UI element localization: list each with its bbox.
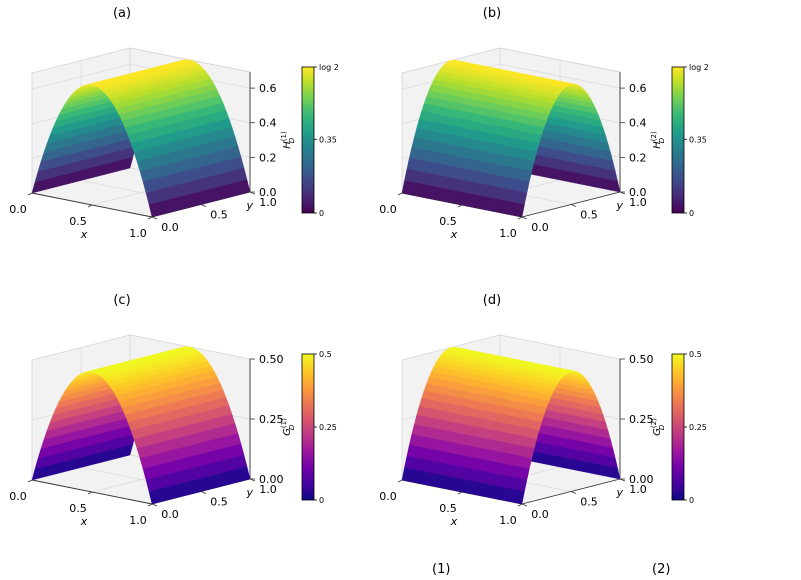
z-tick-label: 0.0 [629,186,647,199]
y-tick [200,204,207,207]
x-tick-label: 0.5 [69,502,87,515]
colorbar-tick-label: 0.35 [319,135,337,144]
x-tick [87,204,93,208]
panel-title: (a) [113,6,131,21]
y-tick [570,204,577,207]
x-axis-label: x [80,515,88,528]
colorbar-label: H(2)D [650,131,666,149]
y-tick [151,216,158,220]
x-tick-label: 0.0 [9,203,27,216]
colorbar [671,66,685,214]
colorbar [301,353,315,501]
y-axis-label: y [245,486,253,499]
y-tick [200,491,207,494]
z-tick-label: 0.0 [259,186,277,199]
y-axis-label: y [245,199,253,212]
colorbar-tick-label: 0 [319,209,324,218]
x-tick-label: 0.5 [439,215,457,228]
y-tick [521,216,528,220]
z-tick-label: 0.50 [259,353,284,366]
x-axis-label: x [450,228,458,241]
z-tick-label: 0.4 [629,117,647,130]
y-tick-label: 0.0 [161,508,179,521]
side-grid-z [31,63,131,90]
y-tick-label: 0.0 [531,221,549,234]
x-tick [147,216,153,220]
colorbar-tick-label: log 2 [319,63,339,72]
x-tick [457,204,463,208]
panel-2: (b)0.00.51.0x0.00.51.0y0.00.20.40.600.35… [379,6,709,241]
x-tick-label: 1.0 [129,227,147,240]
surface [31,59,251,218]
x-tick [147,503,153,507]
x-tick [27,192,33,196]
y-tick [151,503,158,507]
panel-3: (c)0.00.51.0x0.00.51.0y0.000.250.5000.25… [9,293,337,528]
z-tick-label: 0.4 [259,117,277,130]
z-tick-label: 0.2 [629,151,647,164]
colorbar-tick-label: 0.5 [319,350,332,359]
z-tick-label: 0.00 [259,473,284,486]
x-tick [87,491,93,495]
x-tick [27,479,33,483]
colorbar-label: H(1)D [280,131,296,149]
z-tick-label: 0.2 [259,151,277,164]
colorbar-label: G(1)D [280,418,296,436]
panel-4: (d)0.00.51.0x0.00.51.0y0.000.250.5000.25… [379,293,707,528]
x-tick-label: 1.0 [129,514,147,527]
panel-title: (c) [113,293,130,308]
x-tick [517,216,523,220]
colorbar-tick-label: 0.25 [319,423,337,432]
z-tick-label: 0.6 [259,82,277,95]
colorbar-tick-label: log 2 [689,63,709,72]
x-axis-label: x [80,228,88,241]
panel-1: (a)0.00.51.0x0.00.51.0y0.00.20.40.600.35… [9,6,339,241]
colorbar-tick-label: 0 [689,209,694,218]
colorbar [301,66,315,214]
panel-title: (b) [483,6,501,21]
y-tick-label: 0.5 [210,209,228,222]
z-tick-label: 0.6 [629,82,647,95]
x-tick-label: 0.5 [69,215,87,228]
y-tick-label: 0.0 [161,221,179,234]
x-tick-label: 0.0 [9,490,27,503]
y-axis-label: y [615,199,623,212]
panel-title: (d) [483,293,501,308]
colorbar-tick-label: 0.35 [689,135,707,144]
y-tick-label: 0.5 [580,209,598,222]
x-tick-label: 0.0 [379,203,397,216]
colorbar-tick-label: 0 [319,496,324,505]
y-tick-label: 0.5 [210,496,228,509]
x-tick [397,192,403,196]
x-tick-label: 1.0 [499,227,517,240]
